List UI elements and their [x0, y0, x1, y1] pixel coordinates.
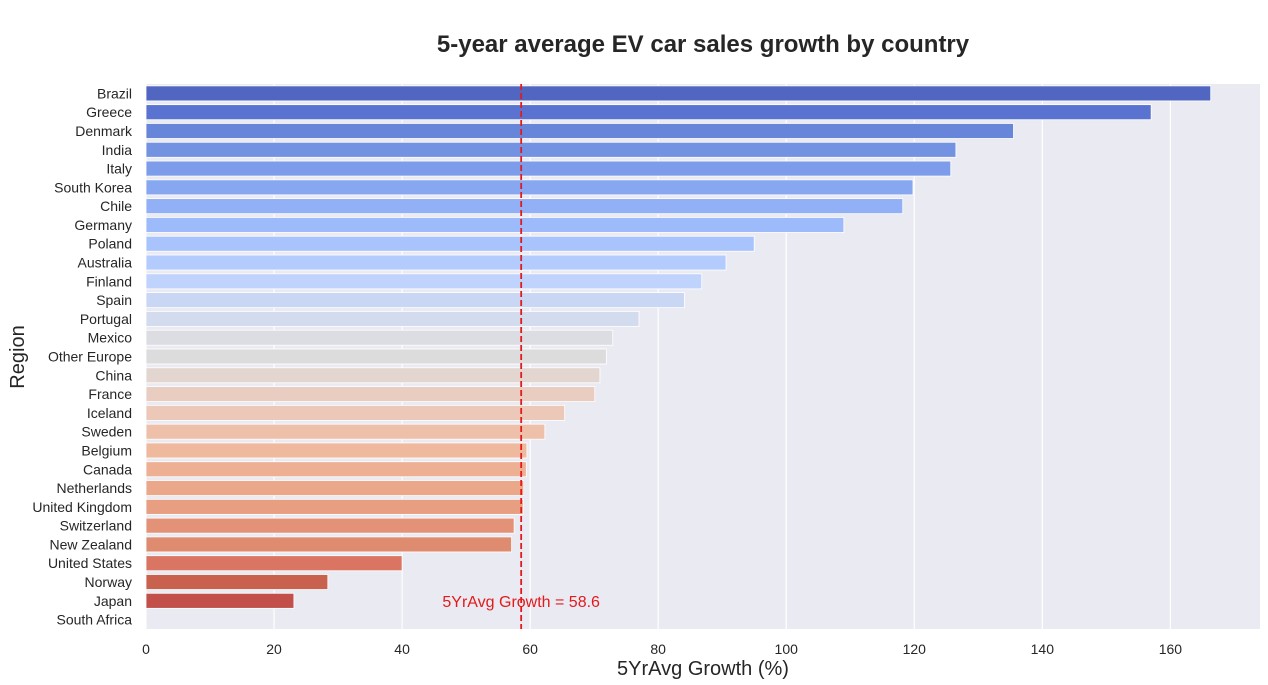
bar-germany	[145, 217, 845, 233]
category-label: Switzerland	[60, 518, 132, 534]
bar-italy	[145, 160, 952, 177]
category-label: Australia	[78, 255, 133, 271]
category-label: Iceland	[87, 405, 132, 421]
bar-china	[145, 367, 601, 384]
x-tick-label: 20	[266, 641, 282, 657]
category-label: Poland	[88, 236, 132, 252]
x-tick-label: 100	[775, 641, 799, 657]
category-label: Belgium	[81, 442, 132, 458]
bar-norway	[145, 574, 329, 590]
bar-finland	[145, 273, 703, 290]
category-label: Other Europe	[48, 349, 132, 365]
bars	[145, 85, 1212, 609]
bar-belgium	[145, 442, 528, 459]
category-label: United States	[48, 555, 132, 571]
reference-line-label: 5YrAvg Growth = 58.6	[442, 594, 600, 611]
category-label: Sweden	[81, 424, 132, 440]
bar-greece	[145, 104, 1152, 121]
bar-portugal	[145, 310, 640, 327]
category-label: Spain	[96, 292, 132, 308]
category-label: France	[88, 386, 132, 402]
bar-poland	[145, 235, 755, 252]
bar-switzerland	[145, 517, 515, 534]
bar-brazil	[145, 85, 1212, 102]
x-tick-label: 60	[522, 641, 538, 657]
category-label: Mexico	[88, 330, 133, 346]
category-label: United Kingdom	[32, 499, 132, 515]
bar-united-states	[145, 555, 403, 572]
reference-line-group: 5YrAvg Growth = 58.6	[442, 84, 600, 629]
bar-australia	[145, 254, 727, 271]
bar-mexico	[145, 329, 614, 346]
bar-south-korea	[145, 179, 914, 196]
x-tick-label: 80	[650, 641, 666, 657]
y-axis-label: Region	[7, 325, 29, 388]
bar-united-kingdom	[145, 498, 524, 515]
bar-denmark	[145, 123, 1014, 139]
category-label: South Korea	[54, 179, 132, 195]
category-label: South Africa	[57, 612, 133, 628]
category-label: India	[102, 142, 133, 158]
x-tick-labels: 0 20 40 60 80 100 120 140 160	[142, 641, 1182, 657]
category-labels: Brazil Greece Denmark India Italy South Korea…	[32, 85, 133, 627]
chart-title: 5-year average EV car sales growth by co…	[437, 31, 970, 58]
category-label: Norway	[85, 574, 132, 590]
category-label: Germany	[74, 217, 132, 233]
category-label: Italy	[106, 161, 132, 177]
bar-iceland	[145, 404, 566, 421]
bar-sweden	[145, 423, 546, 440]
bar-chile	[145, 198, 904, 215]
category-label: Brazil	[97, 85, 132, 101]
category-label: Japan	[94, 593, 132, 609]
bar-india	[145, 141, 957, 158]
bar-japan	[145, 592, 295, 609]
bar-spain	[145, 292, 685, 309]
category-label: Portugal	[80, 311, 132, 327]
category-label: Greece	[86, 104, 132, 120]
bar-other-europe	[145, 348, 607, 365]
x-tick-label: 140	[1031, 641, 1055, 657]
x-tick-label: 120	[903, 641, 927, 657]
x-tick-label: 0	[142, 641, 150, 657]
category-label: New Zealand	[50, 536, 133, 552]
category-label: Chile	[100, 198, 132, 214]
x-tick-label: 40	[394, 641, 410, 657]
category-label: China	[95, 367, 132, 383]
x-tick-label: 160	[1159, 641, 1183, 657]
bar-canada	[145, 461, 527, 478]
bar-new-zealand	[145, 536, 512, 553]
category-label: Denmark	[75, 123, 133, 139]
category-label: Canada	[83, 461, 132, 477]
category-label: Netherlands	[57, 480, 133, 496]
x-axis-label: 5YrAvg Growth (%)	[617, 658, 789, 680]
bar-netherlands	[145, 480, 525, 496]
category-label: Finland	[86, 273, 132, 289]
bar-france	[145, 386, 596, 403]
